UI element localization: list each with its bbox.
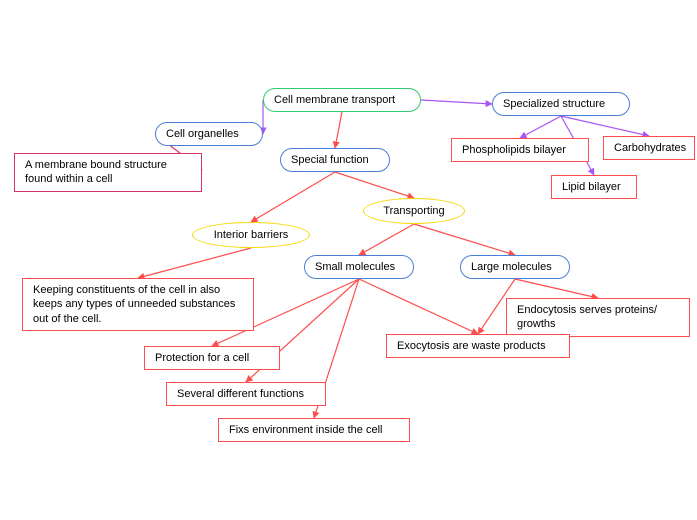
node-exo: Exocytosis are waste products (386, 334, 570, 358)
edge-root-sf (335, 112, 342, 148)
edge-intb-keep (138, 248, 251, 278)
node-root: Cell membrane transport (263, 88, 421, 112)
node-phos: Phospholipids bilayer (451, 138, 589, 162)
edge-root-spec (421, 100, 492, 104)
node-keep: Keeping constituents of the cell in also… (22, 278, 254, 331)
node-large: Large molecules (460, 255, 570, 279)
edge-trans-large (414, 224, 515, 255)
edge-sf-trans (335, 172, 414, 198)
node-memdef: A membrane bound structure found within … (14, 153, 202, 192)
node-trans: Transporting (363, 198, 465, 224)
node-fixs: Fixs environment inside the cell (218, 418, 410, 442)
node-sev: Several different functions (166, 382, 326, 406)
node-sf: Special function (280, 148, 390, 172)
edge-small-exo (359, 279, 478, 334)
edge-large-endo (515, 279, 598, 298)
edge-spec-carb (561, 116, 649, 136)
edge-spec-phos (520, 116, 561, 138)
node-endo: Endocytosis serves proteins/ growths (506, 298, 690, 337)
edge-sf-intb (251, 172, 335, 222)
node-carb: Carbohydrates (603, 136, 695, 160)
node-prot: Protection for a cell (144, 346, 280, 370)
node-intb: Interior barriers (192, 222, 310, 248)
node-spec: Specialized structure (492, 92, 630, 116)
diagram-canvas: Cell membrane transport Specialized struc… (0, 0, 697, 520)
edge-trans-small (359, 224, 414, 255)
node-small: Small molecules (304, 255, 414, 279)
node-org: Cell organelles (155, 122, 263, 146)
node-lipid: Lipid bilayer (551, 175, 637, 199)
